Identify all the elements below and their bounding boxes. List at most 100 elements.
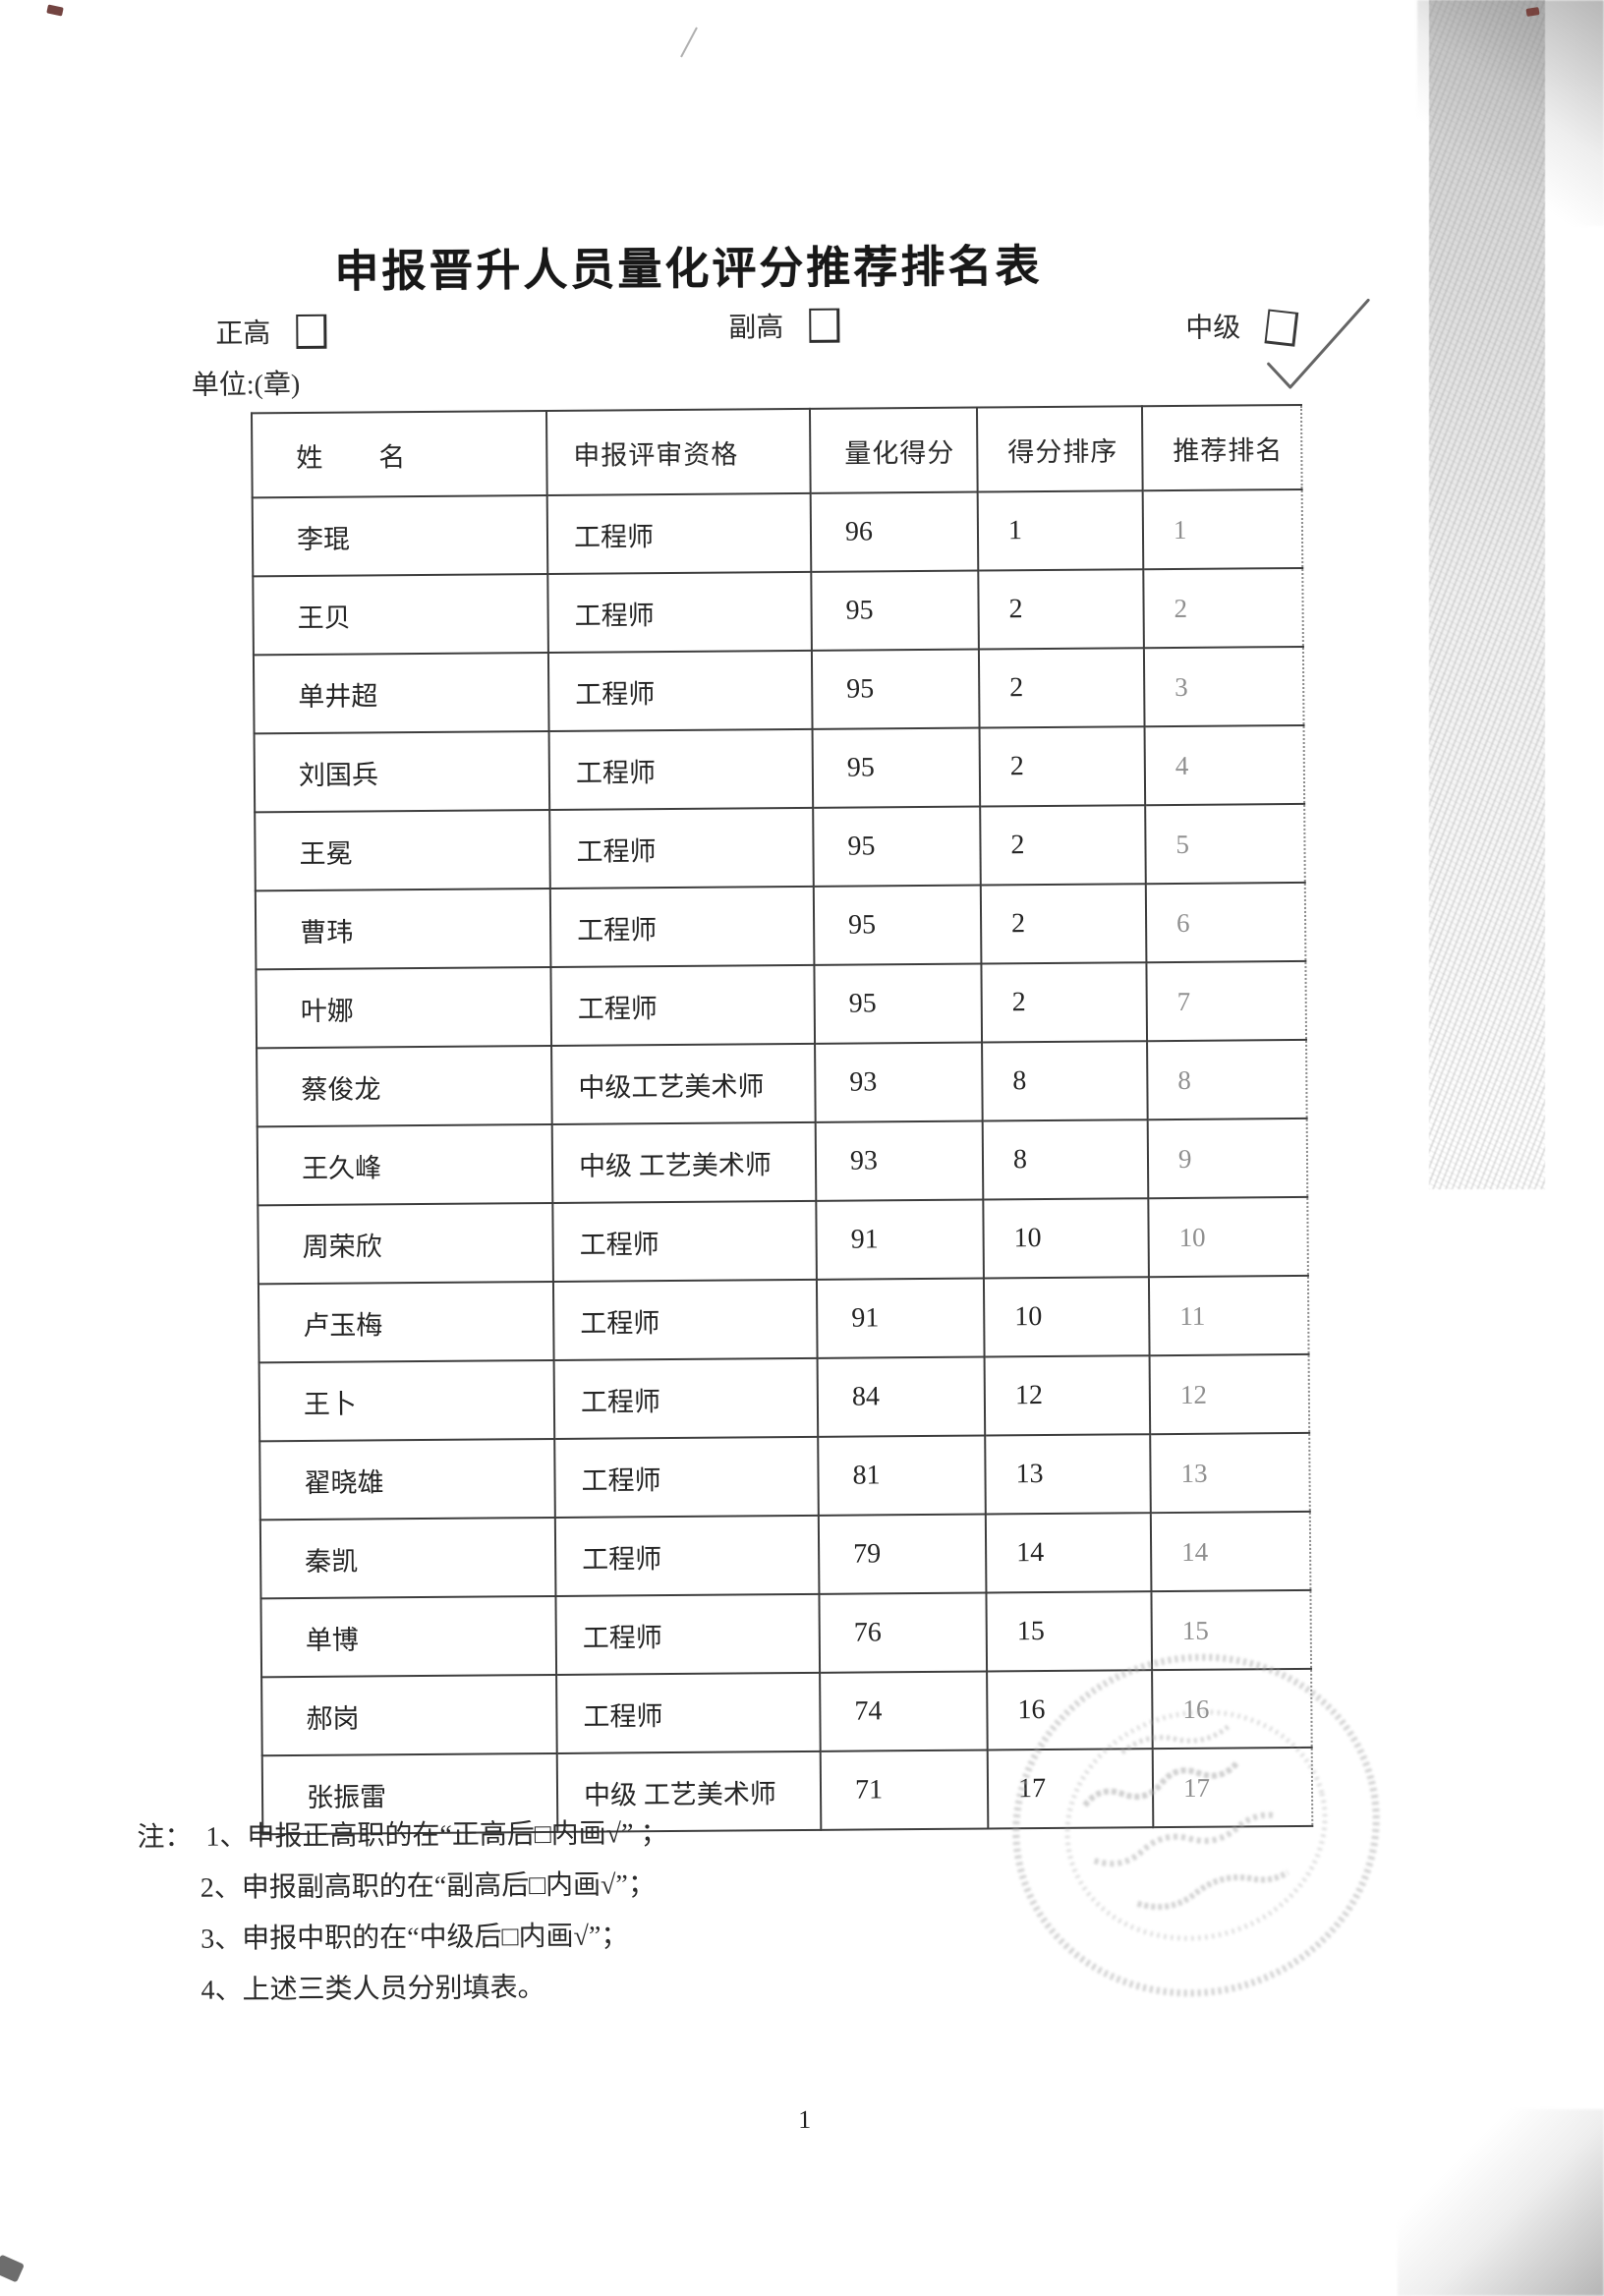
name-cell: 王贝 [253,573,548,656]
qualification-cell: 工程师 [547,650,813,731]
recommend-rank-cell: 7 [1146,960,1307,1042]
level-label: 副高 [728,313,784,344]
recommend-rank-cell: 3 [1143,646,1304,727]
name-cell: 刘国兵 [254,730,550,813]
qualification-cell: 工程师 [549,807,814,889]
score-rank-cell: 13 [985,1434,1151,1515]
score-cell: 81 [818,1435,986,1516]
ranking-table: 姓 名申报评审资格 量化得分 得分排序 推荐排名 李琨 工程师 96 1 1 王贝 工程师 95 2 2… [251,404,1313,1835]
column-header: 得分排序 [976,406,1143,492]
name-cell: 卢玉梅 [258,1281,554,1363]
score-rank-cell: 1 [977,490,1144,571]
table-row: 秦凯 工程师 79 14 14 [259,1511,1311,1599]
qualification-cell: 工程师 [546,492,812,574]
qualification-cell: 工程师 [548,728,814,810]
recommend-rank-cell: 8 [1147,1039,1307,1120]
qualification-cell: 工程师 [556,1672,821,1753]
column-header: 量化得分 [809,407,978,493]
name-cell: 单博 [260,1595,557,1678]
name-cell: 郝岗 [261,1674,557,1756]
fugao-checkbox [809,308,840,343]
score-cell: 95 [814,963,983,1044]
column-header: 推荐排名 [1141,404,1302,491]
zhenggao-checkbox [296,314,327,349]
score-cell: 76 [819,1592,988,1673]
level-zhongji: 中级 [1185,298,1370,389]
qualification-cell: 工程师 [550,964,816,1046]
recommend-rank-cell: 1 [1142,488,1303,570]
qualification-cell: 中级 工艺美术师 [551,1121,817,1203]
table-row: 刘国兵 工程师 95 2 4 [254,724,1305,813]
recommend-rank-cell: 10 [1148,1196,1308,1278]
score-cell: 74 [820,1671,988,1751]
score-cell: 91 [816,1278,985,1358]
name-cell: 蔡俊龙 [257,1045,552,1127]
recommend-rank-cell: 4 [1144,724,1305,806]
table-row: 曹玮 工程师 95 2 6 [255,882,1306,970]
qualification-cell: 工程师 [553,1357,819,1439]
recommend-rank-cell: 9 [1147,1118,1308,1199]
recommend-rank-cell: 5 [1145,803,1305,885]
table-row: 王贝 工程师 95 2 2 [253,567,1303,656]
name-cell: 叶娜 [256,966,552,1049]
note-line: 3、申报中职的在“中级后□内画√”； [200,1921,629,1955]
name-cell: 周荣欣 [258,1202,553,1285]
name-cell: 秦凯 [259,1517,556,1599]
score-rank-cell: 2 [979,726,1146,807]
column-header: 姓 名 [252,410,547,498]
name-cell: 王卜 [258,1359,555,1442]
score-cell: 96 [810,491,979,572]
level-checkbox-row: 正高 副高 中级 [215,298,1370,389]
name-cell: 翟晓雄 [259,1438,555,1521]
score-cell: 95 [812,727,981,808]
table-row: 李琨 工程师 96 1 1 [252,488,1303,577]
note-item: 1、申报正高职的在“正高后□内画√” ； [205,1818,668,1853]
score-rank-cell: 10 [983,1198,1149,1279]
table-row: 叶娜 工程师 95 2 7 [256,960,1307,1049]
notes: 注： 1、申报正高职的在“正高后□内画√” ； 2、申报副高职的在“副高后□内画√… [137,1807,984,2018]
table-row: 单井超 工程师 95 2 3 [253,646,1304,734]
score-rank-cell: 2 [978,569,1144,650]
recommend-rank-cell: 13 [1150,1432,1310,1514]
qualification-cell: 工程师 [547,571,812,653]
score-rank-cell: 2 [981,962,1148,1043]
score-cell: 95 [811,570,979,651]
column-header: 申报评审资格 [545,408,811,495]
table-row: 王冕 工程师 95 2 5 [255,803,1305,891]
score-cell: 91 [816,1199,984,1280]
recommend-rank-cell: 11 [1148,1275,1309,1356]
score-cell: 95 [813,806,981,887]
name-cell: 李琨 [252,494,548,577]
qualification-cell: 中级工艺美术师 [551,1043,816,1124]
score-rank-cell: 8 [982,1041,1148,1121]
table-row: 翟晓雄 工程师 81 13 13 [259,1432,1310,1521]
qualification-cell: 工程师 [552,1200,817,1282]
score-cell: 95 [811,649,980,729]
name-cell: 王久峰 [257,1123,553,1206]
level-label: 中级 [1185,313,1241,344]
name-cell: 单井超 [253,652,549,734]
table-row: 蔡俊龙 中级工艺美术师 93 8 8 [257,1039,1307,1127]
page-title: 申报晋升人员量化评分推荐排名表 [334,242,1043,297]
notes-prefix: 注： [137,1821,193,1854]
score-rank-cell: 10 [983,1277,1150,1357]
level-zhenggao: 正高 [215,312,327,352]
score-rank-cell: 8 [982,1119,1149,1200]
qualification-cell: 工程师 [554,1515,820,1596]
name-cell: 曹玮 [255,888,551,970]
score-rank-cell: 2 [980,884,1147,964]
table-row: 卢玉梅 工程师 91 10 11 [258,1275,1309,1363]
header-row: 姓 名申报评审资格 量化得分 得分排序 推荐排名 [252,404,1302,498]
table-row: 周荣欣 工程师 91 10 10 [258,1196,1308,1285]
name-cell: 王冕 [255,809,550,891]
recommend-rank-cell: 2 [1143,567,1303,649]
qualification-cell: 工程师 [554,1436,819,1518]
table-row: 王久峰 中级 工艺美术师 93 8 9 [257,1118,1308,1206]
page-number: 1 [798,2104,812,2135]
score-rank-cell: 2 [978,648,1145,728]
score-cell: 93 [815,1120,984,1201]
note-line: 注： 1、申报正高职的在“正高后□内画√” ； [137,1807,982,1865]
handwritten-check-icon [1267,298,1370,389]
score-rank-cell: 12 [984,1355,1151,1436]
